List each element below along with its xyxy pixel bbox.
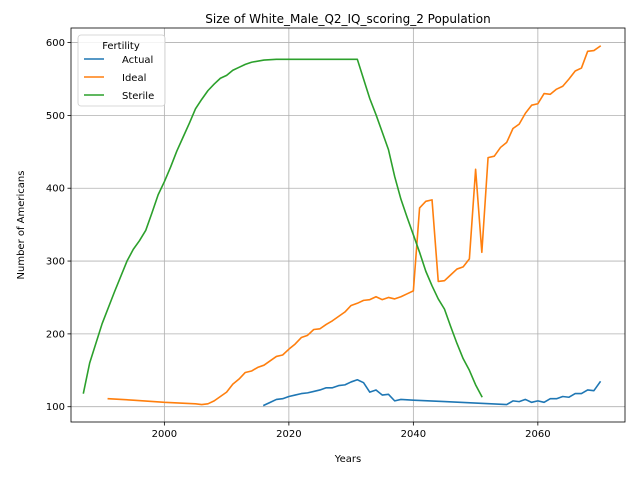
y-tick-label: 300 xyxy=(46,257,65,268)
x-tick-label: 2020 xyxy=(276,429,301,440)
legend-title: Fertility xyxy=(102,41,140,52)
y-tick-label: 200 xyxy=(46,329,65,340)
y-tick-label: 600 xyxy=(46,38,65,49)
y-tick-label: 400 xyxy=(46,184,65,195)
x-tick-label: 2040 xyxy=(401,429,426,440)
y-tick-label: 500 xyxy=(46,111,65,122)
y-axis-label: Number of Americans xyxy=(16,171,27,280)
legend-box xyxy=(77,34,166,107)
legend: Fertility Actual Ideal Sterile xyxy=(77,34,166,107)
x-tick-label: 2000 xyxy=(152,429,177,440)
legend-label-sterile: Sterile xyxy=(122,91,154,102)
series-line-sterile xyxy=(82,58,483,398)
series-line-actual xyxy=(262,378,602,407)
x-tick-label: 2060 xyxy=(525,429,550,440)
x-axis-label: Years xyxy=(334,454,361,465)
series-line-ideal xyxy=(107,45,602,406)
y-tick-label: 100 xyxy=(46,402,65,413)
chart-title: Size of White_Male_Q2_IQ_scoring_2 Popul… xyxy=(205,12,490,26)
series-layer xyxy=(82,45,602,407)
plot-frame xyxy=(70,27,626,423)
ticks-layer: 2000 2020 2040 2060 100 200 300 400 500 600 xyxy=(46,38,551,440)
legend-label-actual: Actual xyxy=(122,55,153,66)
legend-label-ideal: Ideal xyxy=(122,73,146,84)
grid-layer xyxy=(71,28,625,422)
